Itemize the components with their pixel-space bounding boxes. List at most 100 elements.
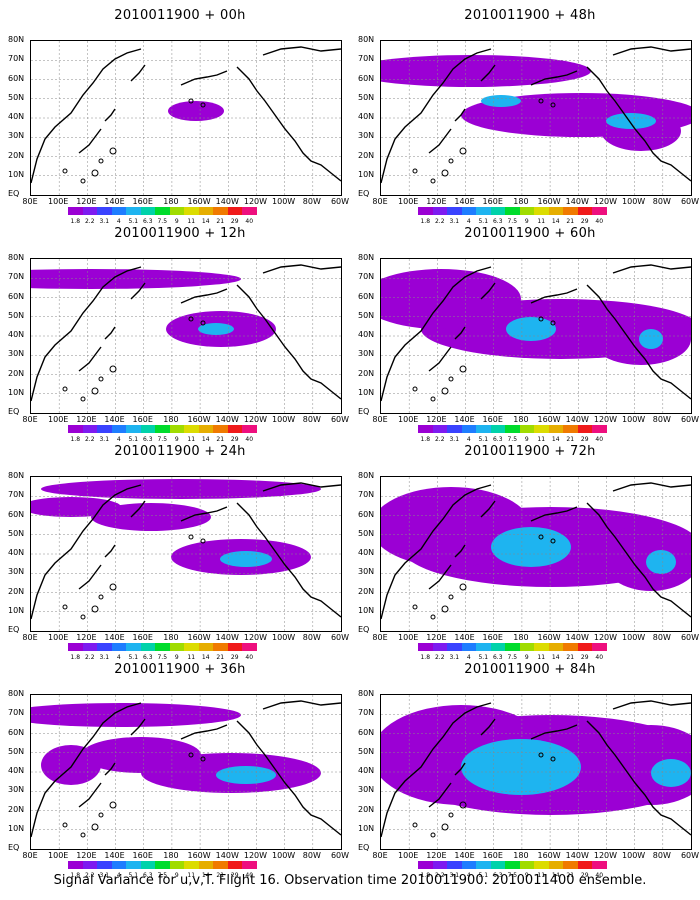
colorbar-swatch — [140, 425, 155, 433]
colorbar-swatch — [505, 207, 520, 215]
colorbar-label: 21 — [566, 872, 575, 879]
grid-lines — [31, 41, 341, 195]
lon-tick-label: 160E — [132, 633, 153, 642]
island — [62, 604, 68, 610]
colorbar-swatch — [476, 643, 491, 651]
colorbar-swatch — [577, 425, 592, 433]
island — [91, 387, 99, 395]
lon-tick-label: 160E — [482, 197, 503, 206]
island — [448, 594, 454, 600]
colorbar-swatch — [577, 643, 592, 651]
colorbar-label: 1.8 — [420, 218, 431, 225]
lat-tick-label: EQ — [8, 843, 20, 852]
lat-tick-label: 40N — [8, 766, 25, 775]
lat-tick-label: 40N — [358, 766, 375, 775]
colorbar-swatch — [534, 643, 549, 651]
lon-tick-label: 80E — [22, 197, 38, 206]
island — [98, 594, 104, 600]
lat-tick-label: 60N — [358, 509, 375, 519]
colorbar-label: 5.1 — [128, 872, 139, 879]
colorbar-swatch — [82, 861, 97, 869]
lat-tick-label: 80N — [8, 471, 25, 480]
lon-tick-label: 140W — [215, 197, 239, 206]
island — [91, 605, 99, 613]
colorbar-swatch — [111, 861, 126, 869]
colorbar-label: 1.8 — [70, 436, 81, 443]
colorbar-label: 7.5 — [157, 218, 168, 225]
colorbar-label: 11 — [187, 218, 196, 225]
map-frame — [30, 694, 342, 850]
lon-tick-label: 160W — [537, 633, 561, 642]
island — [412, 822, 418, 828]
lon-tick-label: 120W — [243, 197, 268, 206]
colorbar-swatch — [534, 425, 549, 433]
lon-tick-label: 160E — [132, 415, 153, 424]
lon-tick-label: 140E — [104, 197, 125, 206]
island — [188, 98, 194, 104]
colorbar-label: 29 — [230, 872, 239, 879]
colorbar-swatch — [461, 425, 476, 433]
lon-tick-label: 140E — [104, 633, 125, 642]
colorbar-label: 5.1 — [478, 654, 489, 661]
lat-tick-label: 50N — [358, 528, 375, 538]
colorbar-swatch — [461, 207, 476, 215]
lat-tick-label: 30N — [358, 131, 375, 141]
variance-shading — [381, 55, 691, 151]
colorbar-swatch — [242, 425, 257, 433]
island — [200, 102, 206, 108]
colorbar-swatch — [227, 425, 242, 433]
colorbar-label: 21 — [216, 436, 225, 443]
colorbar-swatch — [82, 643, 97, 651]
colorbar-label: 5.1 — [478, 872, 489, 879]
colorbar-swatch — [169, 861, 184, 869]
lat-tick-label: 60N — [8, 727, 25, 737]
colorbar-label: 21 — [216, 654, 225, 661]
colorbar-label: 9 — [174, 654, 179, 661]
colorbar — [418, 207, 607, 215]
lon-tick-label: 140E — [104, 415, 125, 424]
colorbar-swatch — [97, 207, 112, 215]
colorbar-swatch — [519, 425, 534, 433]
map-panel: 2010011900 + 48h 80N 70N 60N 50N 40N 30N 20N 10N… — [358, 0, 700, 225]
colorbar-label: 6.3 — [492, 436, 503, 443]
variance-shading — [31, 479, 321, 575]
colorbar-label: 29 — [230, 436, 239, 443]
lat-tick-label: 40N — [358, 330, 375, 339]
lat-tick-label: EQ — [358, 407, 370, 416]
lat-tick-label: 20N — [358, 804, 375, 814]
colorbar-label: 4 — [116, 218, 121, 225]
lon-tick-label: 100W — [272, 633, 296, 642]
island — [200, 538, 206, 544]
map-panel: 2010011900 + 24h 80N 70N 60N 50N 40N 30N 20N 10N… — [8, 436, 350, 661]
island — [200, 320, 206, 326]
lon-tick-label: 160E — [482, 633, 503, 642]
lon-tick-label: 140E — [454, 415, 475, 424]
map-frame — [380, 40, 692, 196]
lon-tick-label: 120E — [426, 415, 447, 424]
island — [448, 812, 454, 818]
colorbar-swatch — [242, 861, 257, 869]
colorbar-swatch — [184, 425, 199, 433]
lon-tick-label: 80E — [22, 851, 38, 860]
colorbar-swatch — [184, 207, 199, 215]
colorbar-swatch — [126, 207, 141, 215]
colorbar-label: 40 — [245, 436, 254, 443]
colorbar-swatch — [82, 207, 97, 215]
colorbar-swatch — [432, 643, 447, 651]
lat-tick-label: 40N — [358, 112, 375, 121]
lon-tick-label: 180 — [163, 851, 179, 860]
colorbar-label: 11 — [537, 872, 546, 879]
coastline — [31, 482, 341, 620]
island — [91, 823, 99, 831]
map-frame — [30, 258, 342, 414]
lat-tick-label: 60N — [358, 291, 375, 301]
colorbar-swatch — [577, 861, 592, 869]
colorbar-swatch — [519, 861, 534, 869]
colorbar-label: 4 — [466, 872, 471, 879]
lat-tick-label: 30N — [8, 349, 25, 359]
colorbar-swatch — [68, 207, 83, 215]
lat-tick-label: 70N — [358, 708, 375, 718]
colorbar-swatch — [461, 643, 476, 651]
lon-tick-label: 180 — [163, 415, 179, 424]
island — [80, 396, 86, 402]
